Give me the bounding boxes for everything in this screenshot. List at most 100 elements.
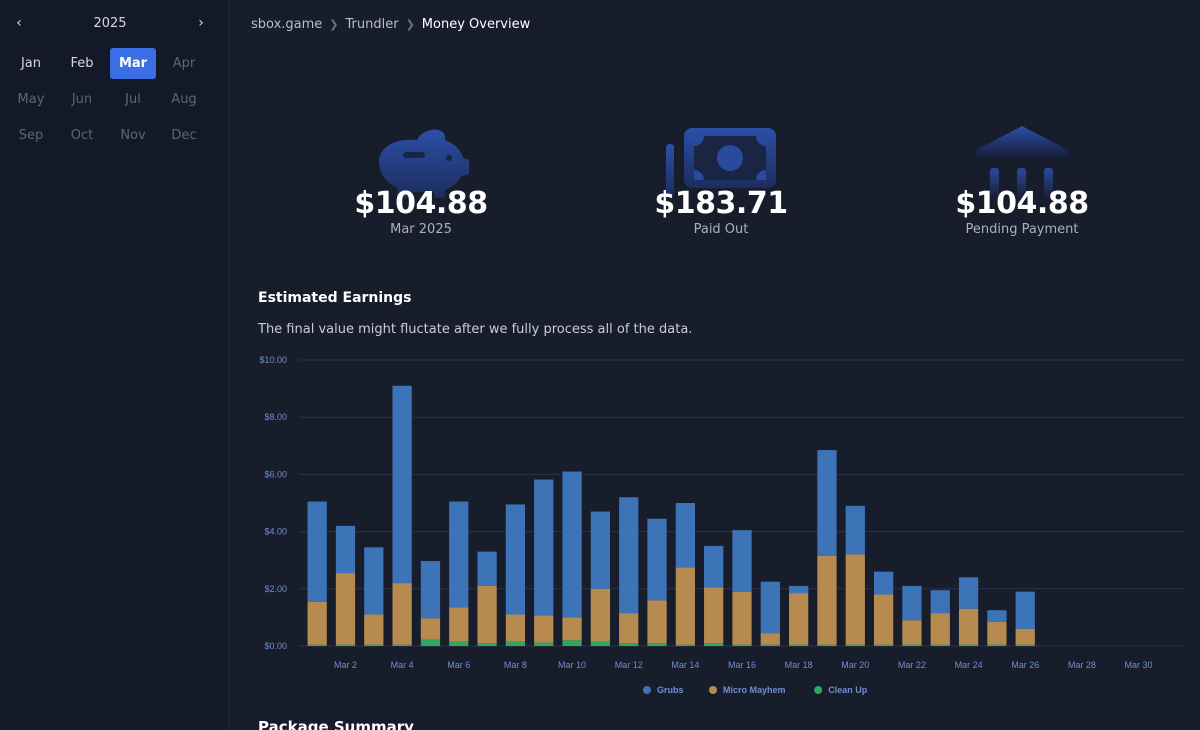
- bar-grubs: [534, 479, 554, 616]
- x-tick-label: Mar 6: [447, 660, 470, 670]
- earnings-description: The final value might fluctate after we …: [258, 322, 693, 337]
- x-tick-label: Mar 26: [1011, 660, 1039, 670]
- bar-micro-mayhem: [817, 555, 837, 645]
- stat-paid-out: $183.71 Paid Out: [611, 120, 831, 237]
- bar-clean-up: [420, 639, 441, 646]
- stat-month-earnings: $104.88 Mar 2025: [311, 120, 531, 237]
- bar-micro-mayhem: [335, 573, 356, 645]
- stat-label: Pending Payment: [965, 222, 1079, 237]
- bar-clean-up: [647, 643, 667, 646]
- breadcrumb-item[interactable]: sbox.game: [251, 17, 323, 32]
- main-content: sbox.game ❯ Trundler ❯ Money Overview $1…: [228, 0, 1200, 730]
- chevron-left-icon[interactable]: ‹: [16, 15, 22, 31]
- bar-grubs: [902, 585, 922, 621]
- x-tick-label: Mar 28: [1068, 660, 1096, 670]
- month-jan[interactable]: Jan: [20, 56, 42, 71]
- bar-grubs: [449, 501, 469, 608]
- bar-grubs: [760, 581, 780, 634]
- legend-label: Grubs: [657, 685, 684, 695]
- bar-grubs: [930, 590, 950, 614]
- y-tick-label: $0.00: [264, 641, 287, 651]
- bar-clean-up: [449, 641, 469, 646]
- y-tick-label: $2.00: [264, 584, 287, 594]
- bar-clean-up: [987, 644, 1007, 646]
- bar-micro-mayhem: [364, 614, 384, 645]
- bar-grubs: [873, 571, 894, 595]
- bar-clean-up: [364, 644, 384, 646]
- month-mar[interactable]: Mar: [110, 48, 156, 79]
- bar-clean-up: [845, 644, 865, 646]
- page-title: Money Overview: [421, 17, 531, 32]
- bar-clean-up: [562, 640, 582, 646]
- bar-grubs: [958, 577, 979, 609]
- bar-clean-up: [335, 644, 356, 646]
- bar-grubs: [505, 504, 526, 615]
- month-jun: Jun: [71, 92, 93, 107]
- bar-clean-up: [930, 644, 950, 646]
- bar-grubs: [590, 511, 611, 589]
- x-tick-label: Mar 2: [334, 660, 357, 670]
- month-oct: Oct: [70, 128, 94, 143]
- bar-grubs: [789, 585, 809, 594]
- bar-grubs: [392, 385, 412, 584]
- legend-marker: [709, 686, 717, 694]
- bar-micro-mayhem: [930, 613, 950, 645]
- x-tick-label: Mar 4: [391, 660, 414, 670]
- bar-micro-mayhem: [534, 615, 554, 643]
- month-aug: Aug: [171, 92, 197, 107]
- bar-clean-up: [704, 643, 724, 646]
- bar-clean-up: [534, 642, 554, 646]
- bar-clean-up: [958, 644, 979, 646]
- package-summary-title: Package Summary: [258, 718, 414, 730]
- chevron-right-icon[interactable]: ›: [198, 15, 204, 31]
- earnings-title: Estimated Earnings: [258, 290, 412, 306]
- stat-pending-payment: $104.88 Pending Payment: [912, 120, 1132, 237]
- month-jul: Jul: [125, 92, 141, 107]
- bar-clean-up: [590, 641, 611, 646]
- x-tick-label: Mar 24: [955, 660, 983, 670]
- bar-micro-mayhem: [477, 585, 497, 644]
- month-feb[interactable]: Feb: [70, 56, 94, 71]
- stat-value: $104.88: [955, 186, 1089, 221]
- stat-label: Mar 2025: [390, 222, 452, 237]
- bar-micro-mayhem: [307, 601, 327, 645]
- bar-micro-mayhem: [760, 633, 780, 645]
- bar-clean-up: [477, 643, 497, 646]
- bar-grubs: [619, 497, 639, 614]
- bar-grubs: [335, 525, 356, 574]
- bar-clean-up: [902, 644, 922, 646]
- bar-micro-mayhem: [449, 607, 469, 642]
- y-tick-label: $6.00: [264, 469, 287, 479]
- bar-grubs: [845, 505, 865, 555]
- breadcrumb-item[interactable]: Trundler: [345, 17, 399, 32]
- bar-micro-mayhem: [420, 618, 441, 640]
- bar-grubs: [562, 471, 582, 618]
- cash-icon: [611, 120, 831, 200]
- bar-micro-mayhem: [619, 613, 639, 644]
- stat-value: $104.88: [354, 186, 488, 221]
- bar-grubs: [647, 518, 667, 601]
- bar-clean-up: [817, 644, 837, 646]
- month-sep: Sep: [18, 128, 44, 143]
- bar-micro-mayhem: [958, 608, 979, 645]
- bar-grubs: [987, 610, 1007, 622]
- bar-clean-up: [789, 644, 809, 646]
- bar-clean-up: [873, 644, 894, 646]
- year-label: 2025: [93, 15, 127, 31]
- bar-clean-up: [505, 641, 526, 646]
- bar-grubs: [817, 450, 837, 556]
- bar-clean-up: [675, 644, 695, 646]
- year-selector: ‹ 2025 ›: [8, 12, 212, 34]
- x-tick-label: Mar 22: [898, 660, 926, 670]
- month-apr: Apr: [172, 56, 196, 71]
- bar-micro-mayhem: [902, 620, 922, 645]
- bar-clean-up: [307, 644, 327, 646]
- bar-clean-up: [392, 644, 412, 646]
- bar-micro-mayhem: [704, 587, 724, 644]
- bar-micro-mayhem: [789, 593, 809, 645]
- chevron-right-icon: ❯: [405, 18, 415, 31]
- chevron-right-icon: ❯: [329, 18, 339, 31]
- x-tick-label: Mar 30: [1125, 660, 1153, 670]
- bar-grubs: [675, 503, 695, 568]
- legend-marker: [643, 686, 651, 694]
